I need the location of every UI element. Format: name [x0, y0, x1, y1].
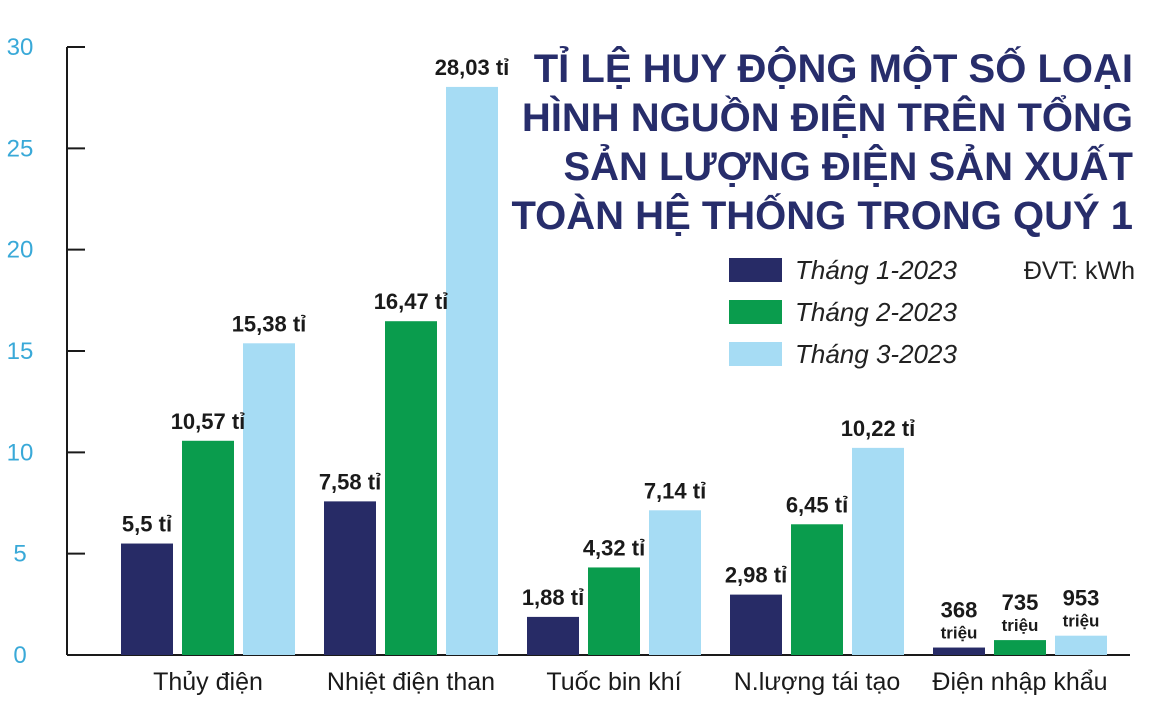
- bar: [649, 510, 701, 655]
- x-tick-label: Nhiệt điện than: [327, 668, 495, 696]
- data-label: 6,45 tỉ: [786, 492, 848, 517]
- bar: [243, 343, 295, 655]
- unit-note: ĐVT: kWh: [1024, 257, 1135, 285]
- title-line: TOÀN HỆ THỐNG TRONG QUÝ 1: [511, 192, 1133, 238]
- title-line: HÌNH NGUỒN ĐIỆN TRÊN TỔNG: [522, 93, 1133, 140]
- legend-swatch: [729, 342, 782, 366]
- bar: [791, 524, 843, 655]
- bar: [324, 501, 376, 655]
- data-label: 15,38 tỉ: [232, 311, 307, 336]
- data-label: 10,22 tỉ: [841, 416, 916, 441]
- x-tick-label: Điện nhập khẩu: [932, 668, 1107, 696]
- data-label: 7,58 tỉ: [319, 469, 381, 494]
- title-line: SẢN LƯỢNG ĐIỆN SẢN XUẤT: [563, 143, 1133, 189]
- legend: Tháng 1-2023 Tháng 2-2023 Tháng 3-2023: [729, 255, 957, 369]
- legend-swatch: [729, 300, 782, 324]
- bar: [852, 447, 904, 655]
- y-tick-label: 10: [7, 439, 34, 466]
- legend-label: Tháng 3-2023: [795, 339, 957, 369]
- y-tick-label: 15: [7, 338, 34, 365]
- data-label: 368: [941, 598, 978, 623]
- bar: [121, 543, 173, 655]
- data-label: 4,32 tỉ: [583, 535, 645, 560]
- bar: [182, 440, 234, 655]
- legend-label: Tháng 1-2023: [795, 255, 957, 285]
- data-label: 5,5 tỉ: [122, 512, 172, 537]
- y-tick-label: 20: [7, 237, 34, 264]
- bar: [446, 86, 498, 655]
- legend-swatch: [729, 258, 782, 282]
- x-tick-label: N.lượng tái tạo: [734, 668, 901, 696]
- y-tick-label: 25: [7, 135, 34, 162]
- data-label: 2,98 tỉ: [725, 563, 787, 588]
- y-tick-label: 30: [7, 34, 34, 61]
- bar: [994, 640, 1046, 655]
- legend-label: Tháng 2-2023: [795, 297, 957, 327]
- data-label: 28,03 tỉ: [435, 55, 510, 80]
- bar: [730, 594, 782, 655]
- bars: [121, 86, 1107, 655]
- value-labels: 5,5 tỉ 10,57 tỉ 15,38 tỉ 7,58 tỉ 16,47 tỉ 28,…: [122, 55, 1099, 643]
- bar: [385, 321, 437, 655]
- data-label-unit: triệu: [1063, 612, 1100, 631]
- bar: [588, 567, 640, 655]
- x-axis: Thủy điện Nhiệt điện than Tuốc bin khí N.lư…: [153, 668, 1107, 696]
- x-tick-label: Tuốc bin khí: [546, 668, 681, 696]
- data-label: 16,47 tỉ: [374, 289, 449, 314]
- y-tick-label: 0: [13, 642, 26, 669]
- data-label: 7,14 tỉ: [644, 478, 706, 503]
- data-label: 10,57 tỉ: [171, 409, 246, 434]
- y-tick-label: 5: [13, 541, 26, 568]
- data-label: 953: [1063, 586, 1100, 611]
- bar: [527, 616, 579, 655]
- title-line: TỈ LỆ HUY ĐỘNG MỘT SỐ LOẠI: [534, 45, 1133, 91]
- data-label-unit: triệu: [1002, 616, 1039, 635]
- data-label-unit: triệu: [941, 624, 978, 643]
- bar: [1055, 635, 1107, 655]
- x-tick-label: Thủy điện: [153, 668, 263, 696]
- data-label: 735: [1002, 590, 1039, 615]
- data-label: 1,88 tỉ: [522, 585, 584, 610]
- bar: [933, 647, 985, 655]
